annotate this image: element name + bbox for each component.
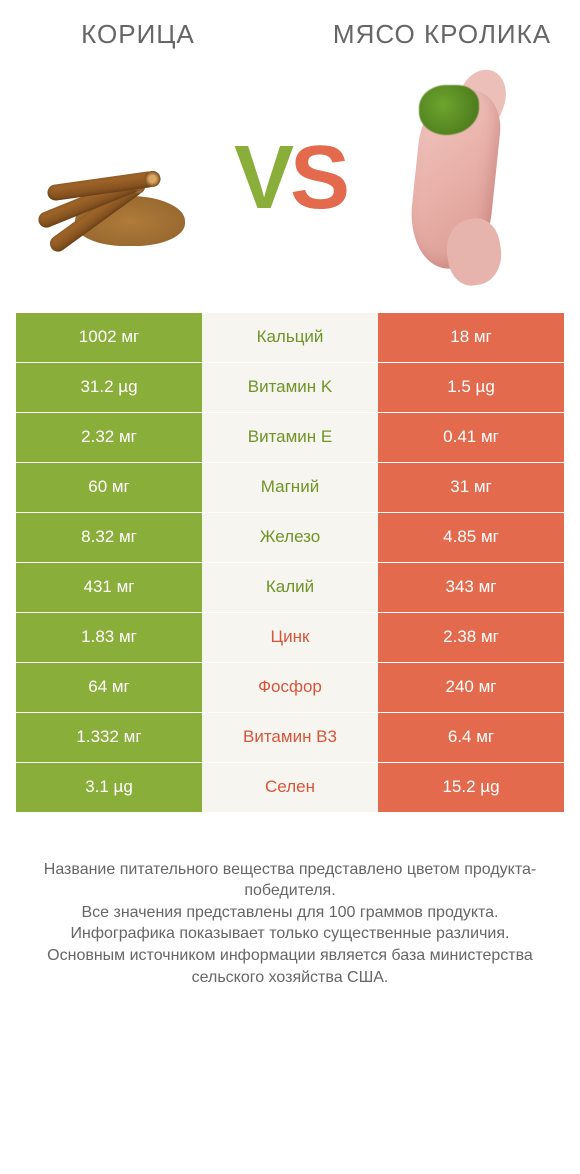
cell-left: 31.2 µg: [16, 363, 202, 412]
cell-left: 1002 мг: [16, 313, 202, 362]
cell-left: 1.83 мг: [16, 613, 202, 662]
cell-right: 4.85 мг: [378, 513, 564, 562]
table-row: 60 мгМагний31 мг: [16, 463, 564, 513]
cell-right: 31 мг: [378, 463, 564, 512]
cell-label: Кальций: [202, 313, 378, 362]
hero-right-image: [346, 69, 564, 289]
table-row: 431 мгКалий343 мг: [16, 563, 564, 613]
cell-right: 343 мг: [378, 563, 564, 612]
cell-label: Калий: [202, 563, 378, 612]
table-row: 1.332 мгВитамин B36.4 мг: [16, 713, 564, 763]
title-left: КОРИЦА: [16, 20, 260, 49]
cell-right: 240 мг: [378, 663, 564, 712]
cell-label: Фосфор: [202, 663, 378, 712]
footer-line: Все значения представлены для 100 граммо…: [28, 902, 552, 924]
table-row: 3.1 µgСелен15.2 µg: [16, 763, 564, 813]
title-right: МЯСО КРОЛИКА: [320, 20, 564, 49]
cell-right: 18 мг: [378, 313, 564, 362]
cell-left: 1.332 мг: [16, 713, 202, 762]
cell-left: 3.1 µg: [16, 763, 202, 812]
rabbit-meat-illustration: [385, 69, 525, 289]
vs-s: S: [290, 127, 346, 230]
cinnamon-illustration: [35, 104, 215, 254]
cell-right: 6.4 мг: [378, 713, 564, 762]
table-row: 64 мгФосфор240 мг: [16, 663, 564, 713]
comparison-table: 1002 мгКальций18 мг31.2 µgВитамин K1.5 µ…: [16, 313, 564, 813]
vs-label: VS: [234, 127, 346, 230]
hero-row: VS: [16, 59, 564, 299]
hero-left-image: [16, 104, 234, 254]
cell-right: 1.5 µg: [378, 363, 564, 412]
cell-label: Цинк: [202, 613, 378, 662]
cell-left: 60 мг: [16, 463, 202, 512]
titles-row: КОРИЦА МЯСО КРОЛИКА: [16, 20, 564, 49]
footer-line: Основным источником информации является …: [28, 945, 552, 988]
table-row: 31.2 µgВитамин K1.5 µg: [16, 363, 564, 413]
cell-label: Витамин B3: [202, 713, 378, 762]
table-row: 1.83 мгЦинк2.38 мг: [16, 613, 564, 663]
table-row: 8.32 мгЖелезо4.85 мг: [16, 513, 564, 563]
cell-label: Селен: [202, 763, 378, 812]
footer-line: Инфографика показывает только существенн…: [28, 923, 552, 945]
table-row: 2.32 мгВитамин E0.41 мг: [16, 413, 564, 463]
cell-right: 15.2 µg: [378, 763, 564, 812]
cell-right: 0.41 мг: [378, 413, 564, 462]
cell-label: Магний: [202, 463, 378, 512]
cell-left: 431 мг: [16, 563, 202, 612]
infographic: КОРИЦА МЯСО КРОЛИКА VS 1002 мгКальций18 …: [0, 0, 580, 988]
cell-label: Витамин K: [202, 363, 378, 412]
cell-right: 2.38 мг: [378, 613, 564, 662]
footer-notes: Название питательного вещества представл…: [16, 859, 564, 989]
cell-left: 64 мг: [16, 663, 202, 712]
cell-left: 2.32 мг: [16, 413, 202, 462]
cell-label: Железо: [202, 513, 378, 562]
vs-v: V: [234, 127, 290, 230]
cell-left: 8.32 мг: [16, 513, 202, 562]
footer-line: Название питательного вещества представл…: [28, 859, 552, 902]
cell-label: Витамин E: [202, 413, 378, 462]
table-row: 1002 мгКальций18 мг: [16, 313, 564, 363]
